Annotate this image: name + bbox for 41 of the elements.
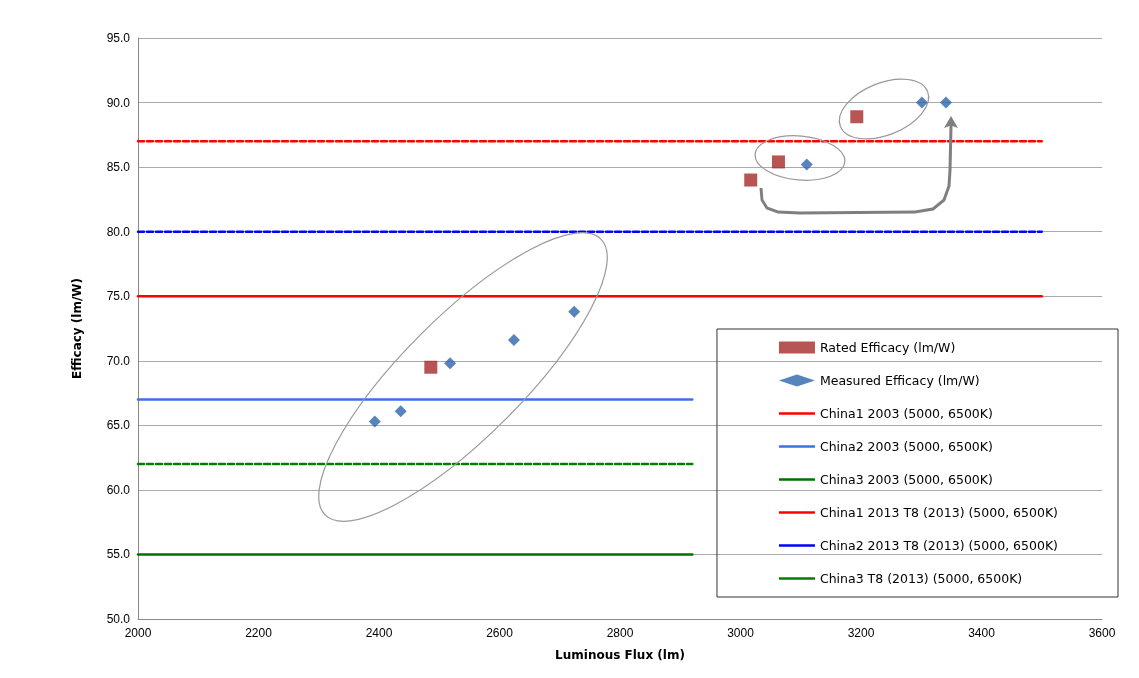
point — [507, 334, 520, 347]
point — [915, 96, 928, 109]
y-tick-label: 60.0 — [106, 482, 131, 497]
point — [568, 305, 581, 318]
legend-label: China3 2003 (5000, 6500K) — [819, 472, 993, 487]
point — [444, 357, 457, 370]
y-tick-label: 50.0 — [106, 612, 131, 626]
x-tick-label: 2800 — [606, 626, 634, 640]
y-axis-title: Efficacy (lm/W) — [70, 277, 84, 380]
point — [368, 415, 381, 428]
point — [424, 360, 438, 374]
x-tick-label: 2600 — [486, 626, 514, 640]
y-tick-label: 55.0 — [106, 547, 131, 562]
y-tick-label: 65.0 — [106, 418, 131, 433]
point — [800, 158, 813, 171]
legend-label: China2 2013 T8 (2013) (5000, 6500K) — [819, 538, 1059, 553]
point — [850, 110, 864, 124]
x-tick-label: 3600 — [1088, 626, 1116, 640]
y-tick-label: 75.0 — [106, 289, 131, 304]
legend-label: China1 2013 T8 (2013) (5000, 6500K) — [819, 505, 1059, 520]
legend-label: Rated Efficacy (lm/W) — [819, 340, 956, 355]
x-tick-label: 3200 — [847, 626, 875, 640]
x-tick-label: 3400 — [968, 626, 996, 640]
x-tick-label: 2000 — [124, 626, 152, 640]
y-tick-label: 85.0 — [106, 160, 131, 175]
y-tick-label: 95.0 — [106, 31, 131, 45]
y-tick-label: 70.0 — [106, 353, 131, 368]
legend-label: China3 T8 (2013) (5000, 6500K) — [819, 571, 1023, 586]
point — [394, 405, 407, 418]
y-tick-label: 90.0 — [106, 95, 131, 110]
legend-label: Measured Efficacy (lm/W) — [819, 373, 980, 388]
point — [939, 96, 952, 109]
x-axis-title: Luminous Flux (lm) — [555, 648, 685, 662]
point — [744, 173, 758, 187]
y-tick-label: 80.0 — [106, 224, 131, 239]
x-tick-label: 2200 — [245, 626, 273, 640]
point — [771, 155, 785, 169]
legend-label: China2 2003 (5000, 6500K) — [819, 439, 993, 454]
x-tick-label: 2400 — [365, 626, 393, 640]
legend-label: China1 2003 (5000, 6500K) — [819, 406, 993, 421]
x-tick-label: 3000 — [727, 626, 755, 640]
